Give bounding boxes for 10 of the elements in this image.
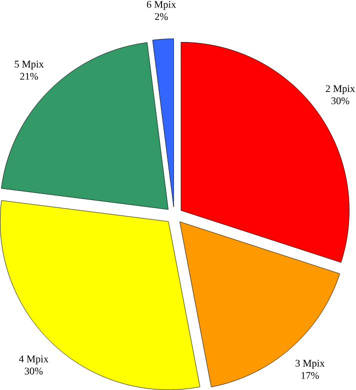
slice-label: 5 Mpix	[14, 60, 44, 70]
data-label: 30%	[24, 368, 43, 375]
data-label: 17%	[301, 372, 319, 379]
slice-label: 2 Mpix	[326, 85, 355, 94]
slice-label: 3 Mpix	[296, 360, 325, 369]
slice-label: 4 Mpix	[19, 356, 48, 364]
data-label: 21%	[20, 72, 38, 80]
slice-label: 6 Mpix	[146, 1, 176, 10]
data-label: 30%	[331, 97, 350, 104]
data-label: 2%	[154, 13, 168, 20]
